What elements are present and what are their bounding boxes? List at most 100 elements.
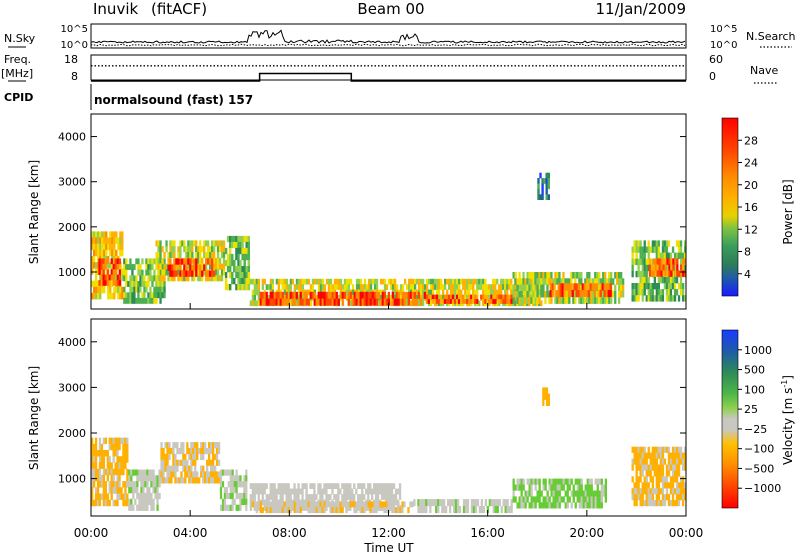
data-cell bbox=[231, 278, 234, 285]
data-cell bbox=[110, 443, 113, 451]
data-cell bbox=[663, 482, 667, 489]
data-cell bbox=[345, 507, 348, 514]
data-cell bbox=[115, 231, 118, 238]
data-cell bbox=[102, 280, 105, 286]
data-cell bbox=[287, 289, 290, 296]
data-cell bbox=[179, 246, 182, 253]
data-cell bbox=[657, 240, 660, 247]
data-cell bbox=[468, 294, 471, 300]
data-cell bbox=[249, 483, 252, 489]
data-cell bbox=[512, 478, 515, 485]
data-cell bbox=[337, 284, 341, 290]
data-cell bbox=[249, 494, 252, 500]
data-cell bbox=[277, 298, 280, 306]
data-cell bbox=[96, 487, 100, 494]
data-cell bbox=[675, 458, 679, 465]
data-cell bbox=[443, 499, 446, 507]
data-cell bbox=[136, 481, 139, 488]
data-cell bbox=[142, 481, 145, 488]
data-cell bbox=[538, 278, 541, 285]
data-cell bbox=[213, 263, 216, 270]
data-cell bbox=[470, 278, 473, 285]
data-cell bbox=[281, 291, 284, 299]
data-cell bbox=[614, 290, 617, 298]
data-cell bbox=[474, 278, 477, 285]
data-cell bbox=[101, 231, 104, 238]
data-cell bbox=[199, 270, 202, 277]
data-cell bbox=[393, 278, 397, 285]
data-cell bbox=[186, 442, 189, 449]
data-cell bbox=[554, 272, 557, 279]
data-cell bbox=[643, 446, 646, 453]
data-cell bbox=[327, 494, 330, 500]
data-cell bbox=[478, 300, 481, 307]
data-cell bbox=[126, 443, 129, 451]
data-cell bbox=[237, 481, 240, 488]
data-cell bbox=[580, 490, 583, 497]
data-cell bbox=[410, 278, 413, 285]
data-cell bbox=[135, 275, 138, 282]
data-cell bbox=[556, 478, 559, 485]
data-cell bbox=[146, 492, 149, 500]
data-cell bbox=[647, 446, 650, 453]
data-cell bbox=[667, 494, 671, 501]
data-cell bbox=[631, 476, 634, 483]
data-cell bbox=[680, 264, 683, 271]
data-cell bbox=[217, 477, 221, 484]
data-cell bbox=[212, 448, 215, 455]
data-cell bbox=[438, 289, 441, 296]
data-cell bbox=[538, 289, 541, 296]
data-cell bbox=[556, 297, 559, 304]
data-cell bbox=[325, 494, 328, 500]
data-cell bbox=[319, 291, 322, 299]
data-cell bbox=[412, 278, 415, 285]
data-cell bbox=[371, 291, 374, 299]
data-cell bbox=[464, 289, 467, 296]
data-cell bbox=[379, 501, 382, 508]
data-cell bbox=[211, 275, 214, 282]
data-cell bbox=[309, 300, 313, 307]
data-cell bbox=[651, 289, 654, 296]
data-cell bbox=[293, 291, 296, 299]
data-cell bbox=[138, 498, 141, 505]
data-cell bbox=[472, 499, 476, 507]
data-cell bbox=[148, 492, 151, 500]
data-cell bbox=[152, 481, 155, 488]
data-cell bbox=[369, 507, 372, 514]
data-cell bbox=[568, 297, 571, 304]
data-cell bbox=[112, 481, 115, 488]
data-cell bbox=[307, 298, 310, 306]
data-cell bbox=[679, 240, 683, 247]
data-cell bbox=[669, 289, 673, 296]
data-cell bbox=[188, 471, 191, 478]
data-cell bbox=[161, 292, 164, 299]
data-cell bbox=[114, 269, 117, 275]
data-cell bbox=[201, 275, 204, 282]
data-cell bbox=[164, 465, 167, 472]
data-cell bbox=[167, 252, 170, 259]
data-cell bbox=[500, 289, 503, 296]
data-cell bbox=[508, 294, 511, 300]
data-cell bbox=[177, 246, 180, 253]
data-cell bbox=[490, 299, 493, 304]
data-cell bbox=[303, 278, 307, 285]
data-cell bbox=[474, 299, 477, 304]
data-cell bbox=[633, 494, 636, 501]
data-cell bbox=[616, 272, 619, 279]
data-cell bbox=[168, 465, 171, 472]
data-cell bbox=[647, 452, 650, 459]
data-cell bbox=[609, 290, 612, 298]
data-cell bbox=[200, 453, 203, 461]
data-cell bbox=[331, 291, 334, 299]
data-cell bbox=[96, 493, 100, 500]
data-cell bbox=[267, 298, 270, 306]
data-cell bbox=[600, 278, 603, 285]
data-cell bbox=[474, 289, 477, 296]
data-cell bbox=[108, 274, 111, 281]
data-cell bbox=[247, 247, 250, 255]
data-cell bbox=[570, 502, 573, 509]
data-cell bbox=[602, 490, 605, 497]
data-cell bbox=[277, 291, 280, 299]
data-cell bbox=[664, 264, 667, 271]
data-cell bbox=[161, 286, 164, 293]
